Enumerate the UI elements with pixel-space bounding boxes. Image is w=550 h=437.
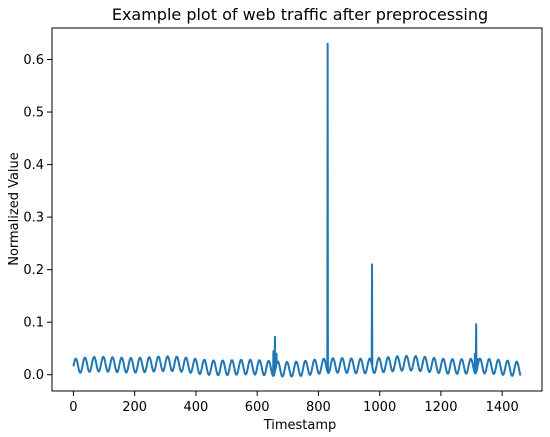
y-tick-label: 0.2 [23, 263, 44, 278]
x-tick-label: 0 [69, 400, 77, 415]
y-tick-label: 0.4 [23, 158, 44, 173]
x-tick-label: 600 [245, 400, 270, 415]
x-tick-label: 800 [306, 400, 331, 415]
plot-frame [51, 27, 543, 392]
plot-area: 0 200 400 600 800 1000 1200 1400 0.0 0.1 0.2 0.3 0.4… [23, 27, 543, 415]
y-axis-label: Normalized Value [7, 152, 22, 266]
x-axis-label: Timestamp [263, 418, 337, 433]
y-tick-label: 0.3 [23, 211, 44, 226]
y-tick-label: 0.0 [23, 368, 44, 383]
x-tick-label: 1400 [486, 400, 519, 415]
y-tick-label: 0.5 [23, 106, 44, 121]
x-tick-label: 400 [184, 400, 209, 415]
x-tick-label: 1000 [363, 400, 396, 415]
chart-title: Example plot of web traffic after prepro… [112, 5, 488, 24]
y-tick-label: 0.1 [23, 316, 44, 331]
series-line [72, 42, 522, 378]
y-tick-label: 0.6 [23, 53, 44, 68]
x-tick-label: 200 [122, 400, 147, 415]
x-tick-label: 1200 [424, 400, 457, 415]
